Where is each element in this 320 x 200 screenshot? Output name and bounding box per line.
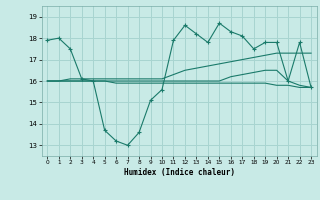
X-axis label: Humidex (Indice chaleur): Humidex (Indice chaleur) [124,168,235,177]
